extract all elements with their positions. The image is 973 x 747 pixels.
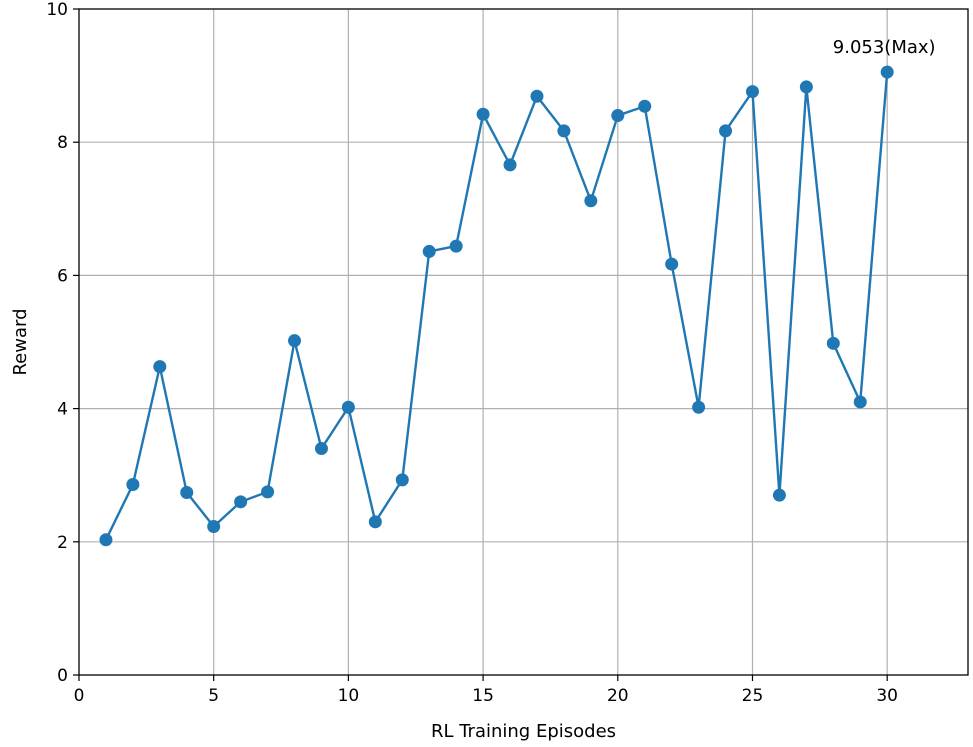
data-point: [665, 257, 679, 271]
annotations: 9.053(Max): [833, 37, 936, 58]
data-point: [503, 158, 517, 172]
data-point: [341, 400, 355, 414]
data-point: [314, 442, 328, 456]
y-tick-label: 0: [57, 666, 68, 686]
x-axis-ticks: 0 5 10 15 20 25 30: [74, 675, 898, 706]
x-tick-label: 10: [338, 686, 360, 706]
data-point: [180, 486, 194, 500]
max-annotation: 9.053(Max): [833, 37, 936, 58]
data-point: [422, 244, 436, 258]
data-point: [719, 124, 733, 138]
data-point: [476, 107, 490, 121]
x-tick-label: 0: [74, 686, 85, 706]
data-point: [772, 488, 786, 502]
axes: [78, 8, 969, 676]
data-point: [638, 99, 652, 113]
data-point: [557, 124, 571, 138]
x-tick-label: 5: [208, 686, 219, 706]
data-point: [153, 360, 167, 374]
data-point: [880, 65, 894, 79]
data-point: [126, 478, 140, 492]
data-point: [853, 395, 867, 409]
plot-frame: [78, 8, 969, 676]
y-axis-label: Reward: [10, 308, 31, 375]
data-point: [99, 533, 113, 547]
y-axis-ticks: 0 2 4 6 8 10: [46, 0, 79, 686]
x-tick-label: 15: [472, 686, 494, 706]
data-point: [449, 239, 463, 253]
x-tick-label: 20: [607, 686, 629, 706]
data-point: [584, 194, 598, 208]
data-point: [288, 334, 302, 348]
x-tick-label: 30: [876, 686, 898, 706]
y-tick-label: 4: [57, 400, 68, 420]
data-point: [207, 519, 221, 533]
data-point: [611, 109, 625, 123]
data-point: [692, 400, 706, 414]
y-tick-label: 10: [46, 0, 68, 20]
y-tick-label: 2: [57, 533, 68, 553]
data-point: [745, 85, 759, 99]
data-point: [395, 473, 409, 487]
data-point: [826, 336, 840, 350]
data-point: [530, 89, 544, 103]
y-tick-label: 6: [57, 266, 68, 286]
x-tick-label: 25: [742, 686, 764, 706]
data-series: [99, 65, 894, 547]
x-axis-label: RL Training Episodes: [431, 721, 616, 742]
y-tick-label: 8: [57, 133, 68, 153]
data-point: [234, 495, 248, 509]
data-point: [799, 80, 813, 94]
data-point: [261, 485, 275, 499]
data-point: [368, 515, 382, 529]
